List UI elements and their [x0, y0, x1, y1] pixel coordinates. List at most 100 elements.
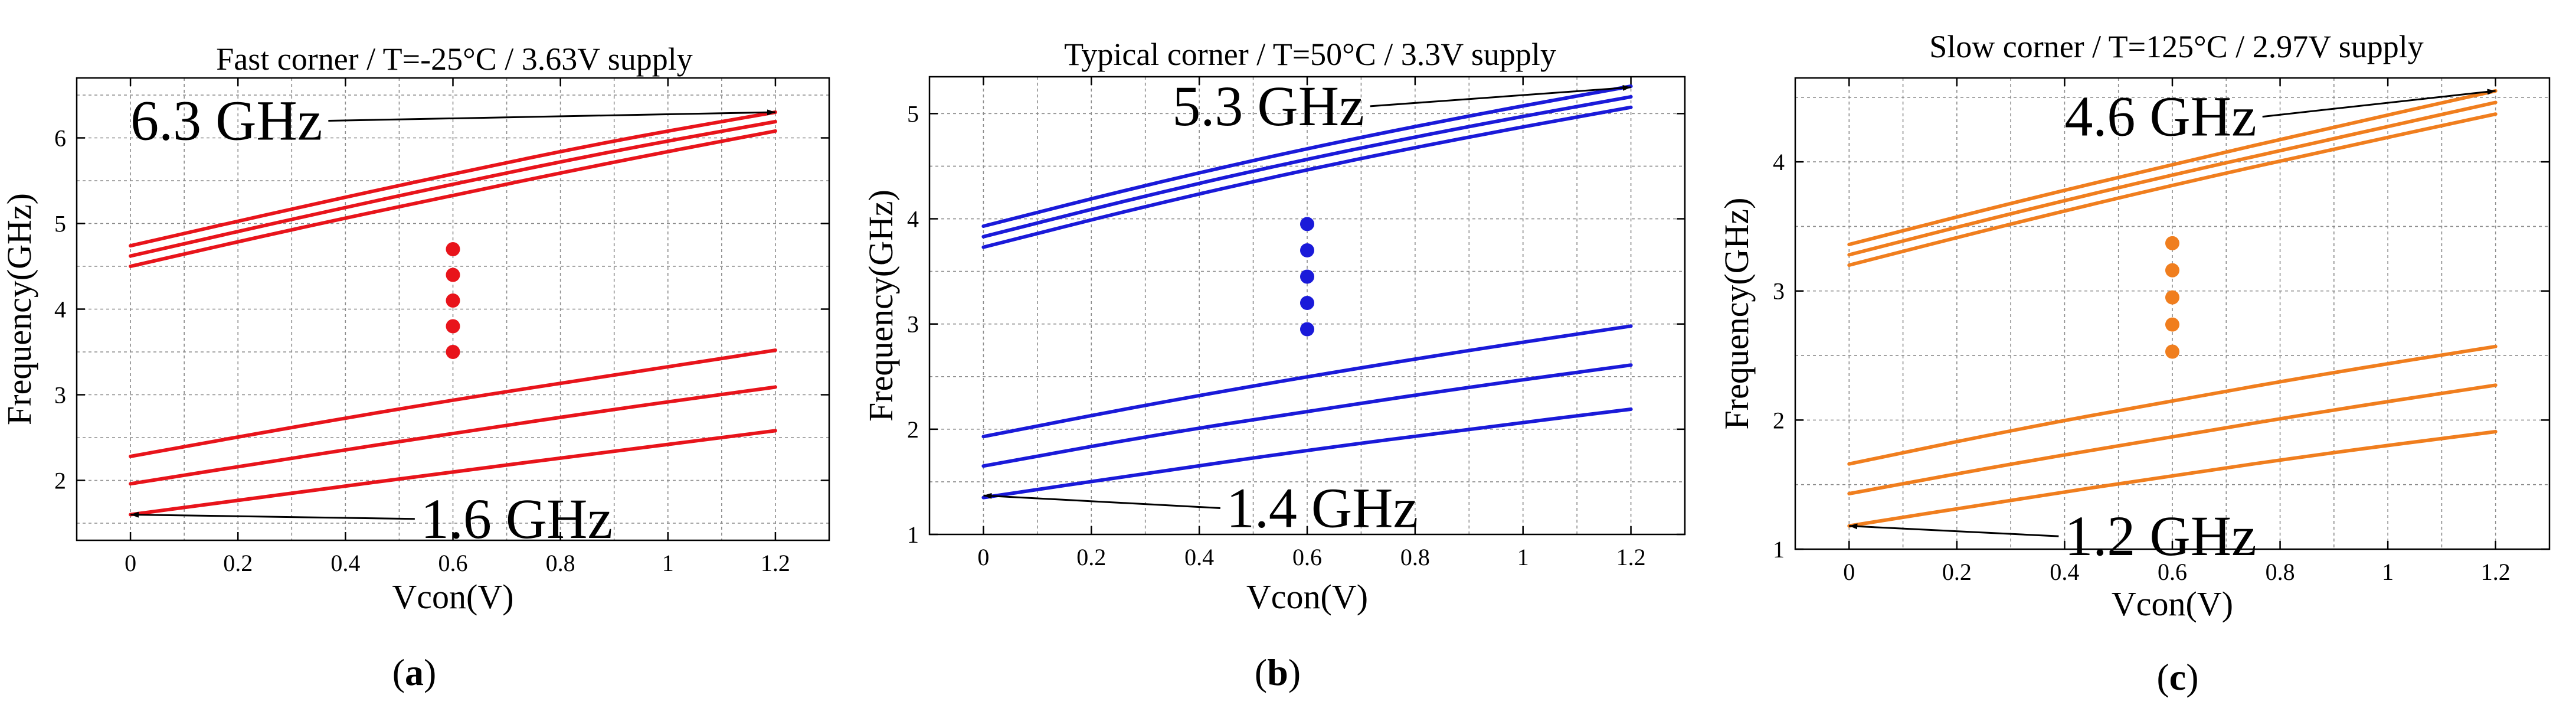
y-tick-label: 1: [1773, 536, 1785, 563]
annotation-label: 6.3 GHz: [130, 89, 322, 152]
series-line: [1847, 383, 2498, 495]
annotation-label: 1.2 GHz: [2064, 504, 2256, 567]
ellipsis-dot: [1300, 217, 1314, 231]
annotation-arrow: [983, 492, 1220, 509]
series-line: [981, 105, 1633, 249]
y-tick-label: 4: [1773, 149, 1785, 175]
y-tick-label: 4: [907, 206, 919, 233]
x-tick-label: 1.2: [2481, 559, 2510, 585]
ellipsis-dot: [1300, 296, 1314, 311]
x-tick-label: 0.4: [1184, 544, 1214, 570]
annotation-arrow: [1370, 84, 1631, 107]
series-line: [1847, 112, 2498, 267]
x-tick-label: 0.4: [330, 550, 360, 576]
x-tick-label: 0.6: [1292, 544, 1322, 570]
y-tick-label: 3: [1773, 278, 1785, 305]
x-tick-label: 1.2: [761, 550, 790, 576]
panel-title: Fast corner / T=-25°C / 3.63V supply: [216, 41, 693, 77]
plot-frame: [1794, 77, 2551, 550]
panel-c: Slow corner / T=125°C / 2.97V supply 0 0.…: [1717, 29, 2551, 698]
ellipsis-dot: [2165, 290, 2179, 305]
ellipsis-dot: [446, 267, 460, 282]
plot-area: 0 0.2 0.4 0.6 0.8 1 1.2 1 2 3 4 5 Vcon(V) Frequency(G…: [862, 74, 1686, 616]
series-line: [981, 363, 1633, 468]
x-axis-title: Vcon(V): [1246, 578, 1368, 616]
y-tick-label: 2: [1773, 407, 1785, 433]
series-line: [129, 385, 777, 486]
y-tick-label: 1: [907, 521, 919, 548]
annotation-arrow: [328, 109, 775, 122]
y-tick-label: 3: [54, 382, 66, 409]
y-tick-label: 5: [907, 100, 919, 127]
series-line: [1847, 344, 2498, 466]
x-tick-label: 0.4: [2050, 559, 2079, 585]
annotation-arrow: [1849, 523, 2059, 537]
ellipsis-dot: [1300, 243, 1314, 257]
x-tick-label: 0.8: [546, 550, 575, 576]
annotation-label: 4.6 GHz: [2064, 85, 2256, 148]
ellipsis-dot: [2165, 263, 2179, 278]
y-tick-label: 2: [907, 416, 919, 443]
ellipsis-dot: [2165, 344, 2179, 359]
series-line: [129, 129, 777, 268]
series-line: [981, 84, 1633, 228]
ellipsis-dot: [446, 319, 460, 334]
ellipsis-dot: [446, 242, 460, 256]
x-tick-label: 1: [662, 550, 674, 576]
series-line: [981, 324, 1633, 439]
annotation-label: 1.4 GHz: [1226, 476, 1418, 539]
annotation-arrow: [130, 511, 415, 520]
series-line: [129, 120, 777, 258]
y-tick-label: 3: [907, 311, 919, 338]
y-tick-label: 4: [54, 296, 66, 323]
y-tick-label: 6: [54, 125, 66, 152]
y-axis-title: Frequency(GHz): [0, 193, 38, 425]
x-tick-label: 0.6: [438, 550, 468, 576]
x-tick-label: 1: [1517, 544, 1529, 570]
series-line: [129, 348, 777, 458]
x-tick-label: 0.8: [1400, 544, 1430, 570]
x-tick-label: 0.2: [1942, 559, 1972, 585]
ellipsis-dot: [446, 293, 460, 308]
series-line: [981, 94, 1633, 239]
series-line: [1847, 430, 2498, 528]
y-tick-label: 2: [54, 468, 66, 494]
x-axis-title: Vcon(V): [392, 578, 513, 616]
ellipsis-dot: [1300, 322, 1314, 337]
plot-area: 0 0.2 0.4 0.6 0.8 1 1.2 1 2 3 4 Vcon(V) Frequency(GH…: [1717, 77, 2551, 623]
x-tick-label: 1.2: [1616, 544, 1646, 570]
x-tick-label: 0.8: [2266, 559, 2295, 585]
ellipsis-dot: [2165, 317, 2179, 332]
x-tick-label: 0: [977, 544, 989, 570]
series-line: [129, 110, 777, 248]
subfigure-label: (a): [392, 651, 437, 693]
y-axis-title: Frequency(GHz): [1717, 198, 1756, 430]
annotation-label: 5.3 GHz: [1172, 74, 1364, 138]
x-tick-label: 0.6: [2158, 559, 2187, 585]
y-tick-label: 5: [54, 211, 66, 237]
x-axis-title: Vcon(V): [2112, 585, 2233, 623]
subfigure-label: (b): [1255, 651, 1301, 693]
y-axis-title: Frequency(GHz): [862, 190, 900, 422]
panel-title: Typical corner / T=50°C / 3.3V supply: [1064, 37, 1556, 72]
series-line: [1847, 100, 2498, 257]
panel-title: Slow corner / T=125°C / 2.97V supply: [1929, 29, 2424, 64]
ellipsis-dot: [2165, 236, 2179, 250]
x-tick-label: 1: [2382, 559, 2394, 585]
x-tick-label: 0.2: [1076, 544, 1106, 570]
series-line: [129, 429, 777, 517]
x-tick-label: 0: [1843, 559, 1855, 585]
plot-area: 0 0.2 0.4 0.6 0.8 1 1.2 2 3 4 5 6 Vcon(V) Frequency(G…: [0, 77, 830, 616]
annotation-label: 1.6 GHz: [421, 487, 613, 550]
x-tick-label: 0.2: [223, 550, 253, 576]
subfigure-label: (c): [2156, 656, 2198, 698]
ellipsis-dot: [1300, 269, 1314, 284]
annotation-arrow: [2262, 89, 2496, 118]
x-tick-label: 0: [125, 550, 136, 576]
series-line: [1847, 89, 2498, 246]
series-line: [981, 407, 1633, 500]
panel-a: Fast corner / T=-25°C / 3.63V supply 0 0.…: [0, 41, 830, 693]
ellipsis-dot: [446, 345, 460, 359]
